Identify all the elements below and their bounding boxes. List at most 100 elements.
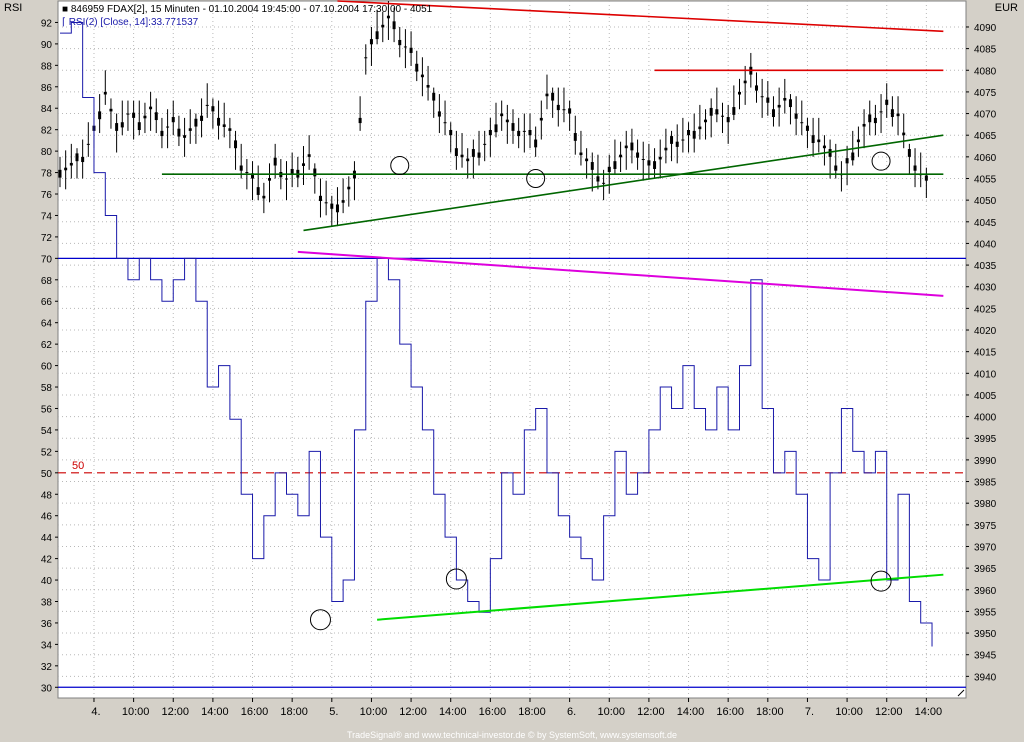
price-bar-body xyxy=(483,143,487,145)
price-bar-body xyxy=(664,147,668,151)
rsi-tick-label: 78 xyxy=(41,169,53,180)
price-bar-body xyxy=(143,115,147,119)
rsi-tick-label: 68 xyxy=(41,276,53,287)
price-tick-label: 4065 xyxy=(974,131,997,142)
rsi-tick-label: 86 xyxy=(41,83,53,94)
price-bar-body xyxy=(738,91,741,95)
price-bar-body xyxy=(556,104,560,111)
price-bar-body xyxy=(607,166,611,173)
price-bar-body xyxy=(415,63,419,72)
price-bar-body xyxy=(58,169,62,178)
rsi-tick-label: 40 xyxy=(41,576,53,587)
time-tick-label: 5. xyxy=(329,706,338,718)
price-tick-label: 3960 xyxy=(974,586,997,597)
rsi-tick-label: 58 xyxy=(41,383,53,394)
price-tick-label: 4055 xyxy=(974,174,997,185)
price-tick-label: 4015 xyxy=(974,348,997,359)
price-bar-body xyxy=(194,118,198,127)
price-bar-body xyxy=(528,130,532,136)
price-bar-body xyxy=(834,165,838,171)
price-bar-body xyxy=(794,113,798,119)
price-bar-body xyxy=(534,139,538,148)
price-tick-label: 4030 xyxy=(974,283,997,294)
time-tick-label: 12:00 xyxy=(875,706,903,718)
price-tick-label: 4000 xyxy=(974,413,997,424)
time-tick-label: 4. xyxy=(91,706,100,718)
price-bar-body xyxy=(222,124,226,127)
price-bar-body xyxy=(460,154,464,158)
time-tick-label: 6. xyxy=(567,706,576,718)
rsi-tick-label: 32 xyxy=(41,662,53,673)
price-tick-label: 4090 xyxy=(974,23,997,34)
time-tick-label: 14:00 xyxy=(915,706,943,718)
time-tick-label: 12:00 xyxy=(399,706,427,718)
price-bar-body xyxy=(687,130,691,136)
price-bar-body xyxy=(285,178,288,180)
rsi-tick-label: 48 xyxy=(41,490,53,501)
price-bar-body xyxy=(800,122,804,124)
price-tick-label: 4050 xyxy=(974,196,997,207)
price-tick-label: 4075 xyxy=(974,88,997,99)
price-bar-body xyxy=(426,84,430,88)
rsi-tick-label: 38 xyxy=(41,597,53,608)
price-bar-body xyxy=(437,111,441,117)
price-bar-body xyxy=(86,143,90,145)
price-marker-circle xyxy=(526,168,546,188)
rsi-tick-label: 64 xyxy=(41,319,53,330)
time-tick-label: 10:00 xyxy=(597,706,625,718)
price-marker-circle xyxy=(390,156,410,176)
price-bar-body xyxy=(630,142,634,151)
price-bar-body xyxy=(613,161,617,169)
price-bar-body xyxy=(160,130,164,137)
price-bar-body xyxy=(330,203,334,209)
price-bar-body xyxy=(754,85,758,91)
price-bar-body xyxy=(432,92,436,101)
price-bar-body xyxy=(885,99,889,105)
price-bar-body xyxy=(545,93,549,97)
price-tick-label: 4080 xyxy=(974,66,997,77)
price-bar-body xyxy=(335,204,339,213)
price-bar-body xyxy=(120,122,124,128)
price-bar-body xyxy=(721,115,725,117)
price-marker-circle xyxy=(871,151,891,171)
price-bar-body xyxy=(902,132,906,136)
time-tick-label: 16:00 xyxy=(241,706,269,718)
price-tick-label: 3955 xyxy=(974,607,997,618)
price-tick-label: 4070 xyxy=(974,110,997,121)
price-tick-label: 3950 xyxy=(974,629,997,640)
price-bar-body xyxy=(500,113,504,117)
time-tick-label: 10:00 xyxy=(122,706,150,718)
price-bar-body xyxy=(403,46,407,48)
resize-handle-icon[interactable] xyxy=(957,689,965,697)
time-tick-label: 18:00 xyxy=(518,706,546,718)
rsi-tick-label: 34 xyxy=(41,640,53,651)
price-bar-body xyxy=(386,15,390,19)
price-bar-body xyxy=(602,182,606,184)
price-bar-body xyxy=(709,107,713,116)
price-bar-body xyxy=(341,200,345,203)
price-bar-body xyxy=(132,112,136,118)
price-bar-body xyxy=(268,178,272,181)
time-tick-label: 10:00 xyxy=(360,706,388,718)
time-tick-label: 14:00 xyxy=(439,706,467,718)
price-legend-icon: ■ xyxy=(62,4,71,15)
price-bar-body xyxy=(183,135,187,138)
rsi-trendline xyxy=(297,250,944,297)
rsi-tick-label: 76 xyxy=(41,190,53,201)
price-bar-body xyxy=(217,117,221,126)
price-bar-body xyxy=(449,130,453,136)
rsi-tick-label: 70 xyxy=(41,254,53,265)
price-bar-body xyxy=(624,145,628,149)
price-bar-body xyxy=(828,149,832,157)
price-bar-body xyxy=(392,21,396,30)
price-bar-body xyxy=(517,130,521,137)
rsi-tick-label: 74 xyxy=(41,211,53,222)
price-bar-body xyxy=(670,136,674,144)
price-bar-body xyxy=(398,39,402,46)
price-bar-body xyxy=(551,92,555,101)
price-bar-body xyxy=(166,126,170,128)
price-bar-body xyxy=(98,111,102,120)
price-bar-body xyxy=(75,153,79,162)
plot-area[interactable] xyxy=(57,0,967,699)
